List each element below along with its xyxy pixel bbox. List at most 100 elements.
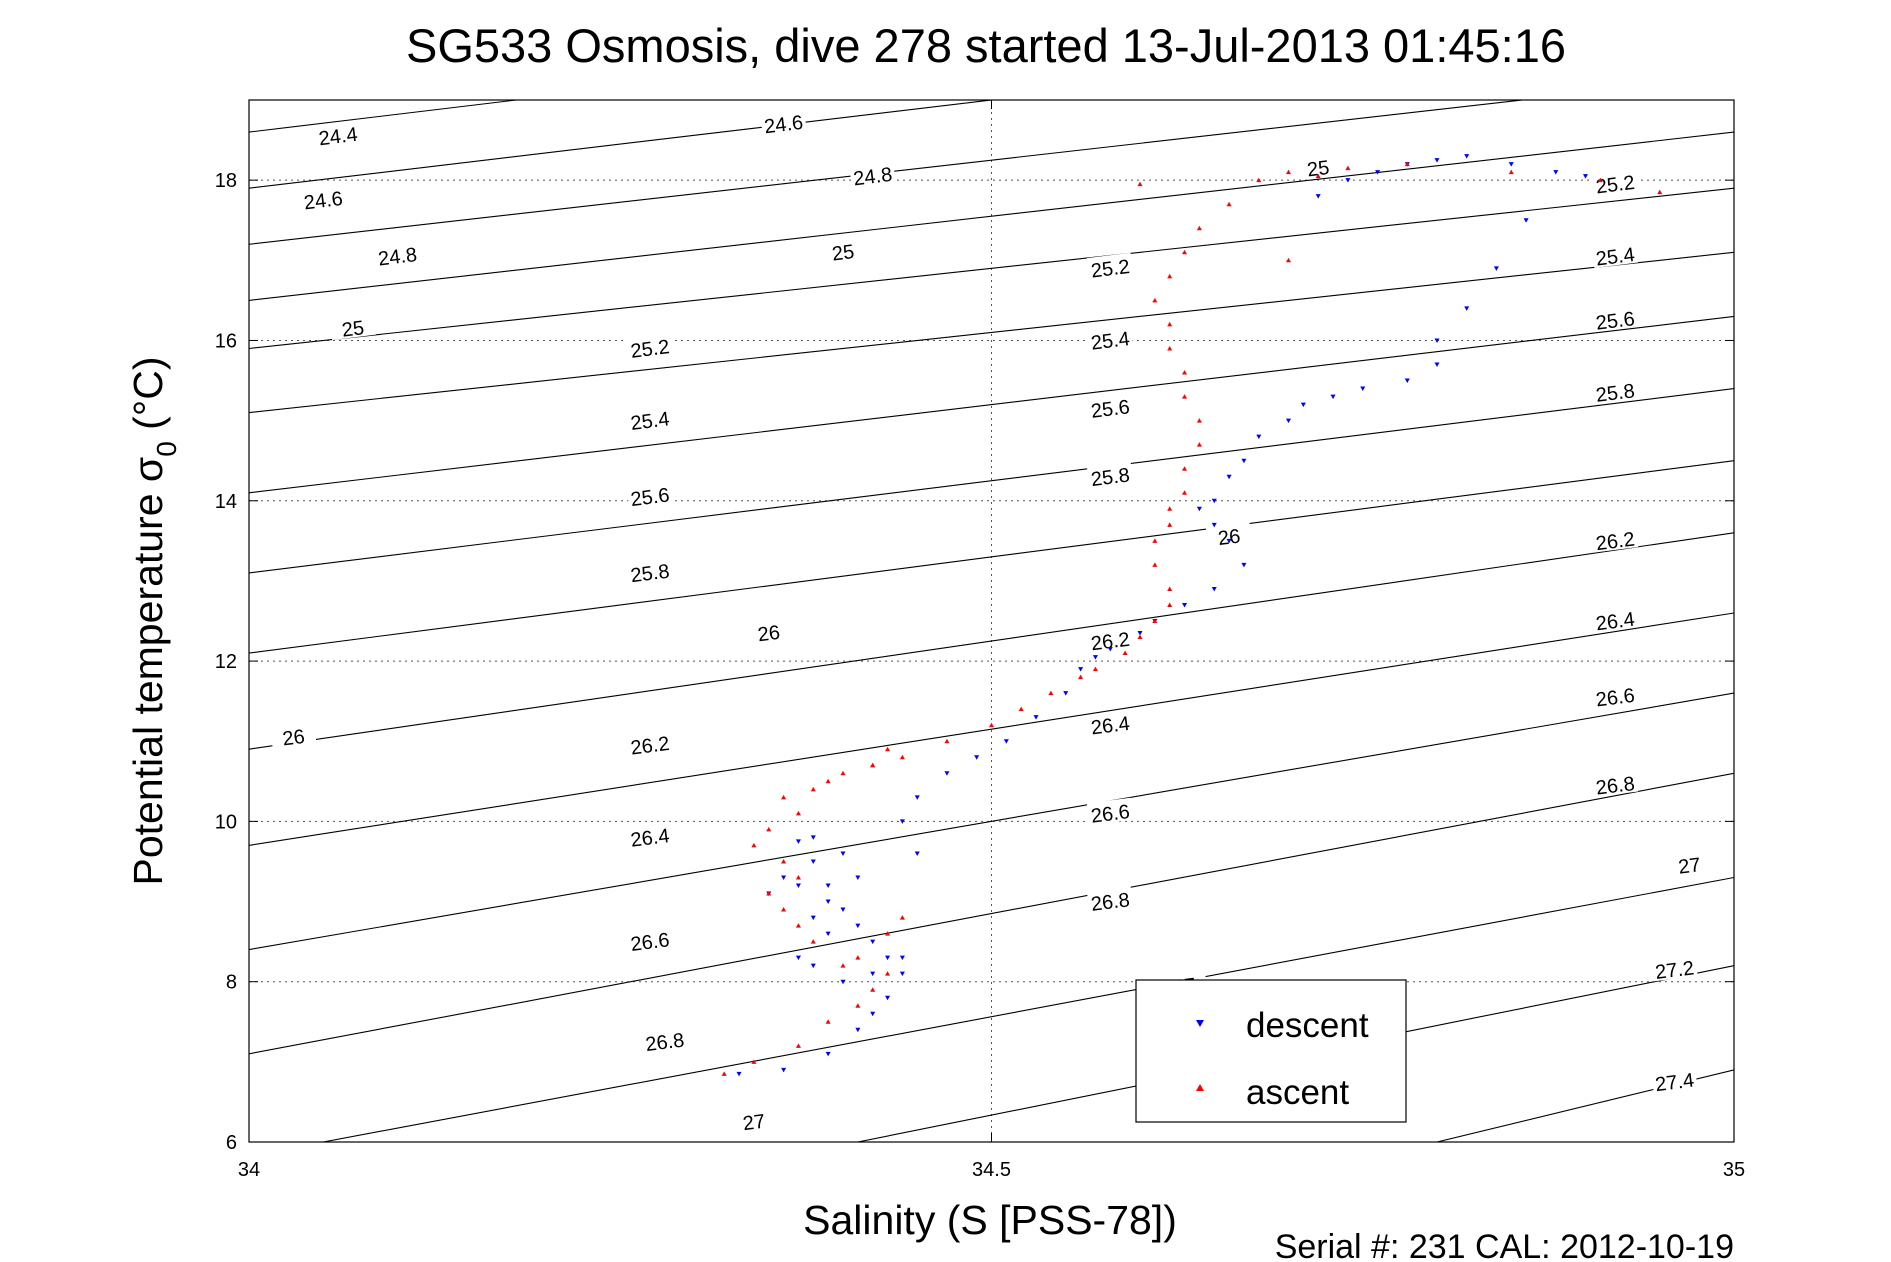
- descent-point: [855, 1027, 861, 1033]
- ascent-point: [1167, 602, 1173, 607]
- contour-label-bg: [1591, 681, 1639, 709]
- ascent-point: [870, 762, 876, 768]
- contour-label-bg: [1591, 525, 1639, 553]
- descent-point: [870, 1011, 876, 1017]
- contour-label: 26: [1217, 526, 1242, 551]
- contour-label: 25.8: [1090, 464, 1131, 491]
- contour-label: 25: [341, 317, 366, 342]
- descent-point: [810, 915, 816, 921]
- contour-line-24-8: [249, 100, 1528, 245]
- contour-label-bg: [626, 925, 673, 954]
- descent-point: [840, 979, 846, 985]
- contour-line-25-6: [249, 315, 1734, 494]
- contour-line-26-2: [249, 532, 1734, 750]
- ascent-point: [1256, 177, 1262, 183]
- ascent-point: [1137, 181, 1143, 187]
- descent-point: [840, 907, 846, 913]
- legend-descent-label: descent: [1246, 1006, 1369, 1045]
- ascent-point: [885, 746, 891, 752]
- contour-line-25-4: [249, 251, 1734, 414]
- legend-ascent-label: ascent: [1246, 1073, 1349, 1112]
- ascent-point: [1226, 201, 1232, 207]
- descent-point: [1464, 154, 1470, 159]
- ascent-point: [1018, 706, 1024, 712]
- contour-label-bg: [626, 729, 673, 757]
- descent-point: [1256, 434, 1262, 440]
- contour-label: 26.6: [629, 929, 670, 956]
- descent-point: [1211, 498, 1217, 504]
- y-axis-label-unit: (°C): [125, 357, 171, 442]
- contour-line-27: [323, 876, 1734, 1142]
- y-axis-label-main: Potential temperature σ: [125, 457, 171, 886]
- x-tick-label: 35: [1723, 1159, 1745, 1181]
- contour-label: 26.8: [644, 1029, 685, 1056]
- ascent-point: [810, 939, 816, 944]
- ascent-point: [855, 1003, 861, 1008]
- ascent-point: [1182, 394, 1188, 399]
- contour-line-26-6: [249, 692, 1734, 951]
- contour-label-bg: [1086, 461, 1134, 489]
- descent-point: [1211, 586, 1217, 592]
- descent-point: [825, 899, 831, 905]
- descent-point: [974, 755, 980, 760]
- descent-point: [1404, 378, 1410, 384]
- contour-label-bg: [314, 120, 362, 148]
- descent-point: [870, 971, 876, 977]
- ascent-point: [766, 826, 772, 832]
- ascent-point: [825, 1019, 831, 1024]
- contour-line-25-8: [249, 388, 1734, 574]
- ascent-point: [795, 874, 801, 880]
- descent-point: [1330, 394, 1336, 400]
- descent-point: [1583, 174, 1588, 179]
- descent-point: [899, 971, 905, 977]
- descent-point: [885, 995, 891, 1001]
- contour-line-26-8: [249, 772, 1734, 1055]
- ascent-point: [766, 891, 772, 896]
- ascent-point: [1182, 490, 1188, 495]
- contour-label: 25.2: [1595, 172, 1636, 199]
- ascent-point: [781, 794, 787, 800]
- x-tick-label: 34: [238, 1159, 260, 1181]
- contour-label-bg: [270, 721, 317, 749]
- y-tick-label: 6: [226, 1132, 237, 1154]
- descent-point: [795, 839, 801, 844]
- descent-point: [914, 795, 920, 800]
- ascent-point: [1315, 173, 1321, 179]
- contour-label-bg: [626, 404, 673, 433]
- descent-point: [914, 851, 920, 856]
- ascent-point: [1167, 345, 1173, 351]
- descent-point: [855, 923, 861, 929]
- contour-label: 24.6: [303, 188, 344, 215]
- contour-label: 27: [1677, 854, 1702, 879]
- contour-label-bg: [626, 557, 673, 585]
- ascent-point: [1182, 249, 1188, 255]
- ascent-point: [795, 810, 801, 816]
- contour-label-bg: [849, 160, 896, 188]
- descent-point: [1241, 562, 1247, 568]
- descent-point: [810, 835, 816, 840]
- contour-label: 27.4: [1654, 1070, 1695, 1097]
- contour-label-bg: [626, 332, 673, 361]
- descent-point: [870, 939, 876, 945]
- contour-label-bg: [1591, 168, 1639, 196]
- ascent-point: [1597, 177, 1603, 183]
- ascent-point: [751, 842, 757, 848]
- contour-label: 27: [742, 1111, 767, 1136]
- descent-point: [1092, 655, 1098, 660]
- legend-descent-marker: [1196, 1020, 1204, 1027]
- descent-point: [810, 963, 816, 969]
- descent-point: [781, 875, 787, 880]
- contour-label-bg: [299, 184, 347, 212]
- contour-label-bg: [1086, 252, 1134, 280]
- contour-label: 26.8: [1090, 889, 1131, 916]
- chart-title: SG533 Osmosis, dive 278 started 13-Jul-2…: [406, 19, 1566, 72]
- contour-label: 25.4: [1090, 328, 1131, 355]
- descent-point: [885, 955, 891, 961]
- ascent-point: [1508, 169, 1514, 175]
- contour-line-25: [249, 131, 1734, 301]
- descent-point: [781, 1067, 787, 1073]
- ascent-point: [1137, 634, 1143, 640]
- descent-point: [1464, 306, 1470, 311]
- contour-label-bg: [641, 1026, 688, 1054]
- contour-label: 25.8: [1595, 380, 1636, 407]
